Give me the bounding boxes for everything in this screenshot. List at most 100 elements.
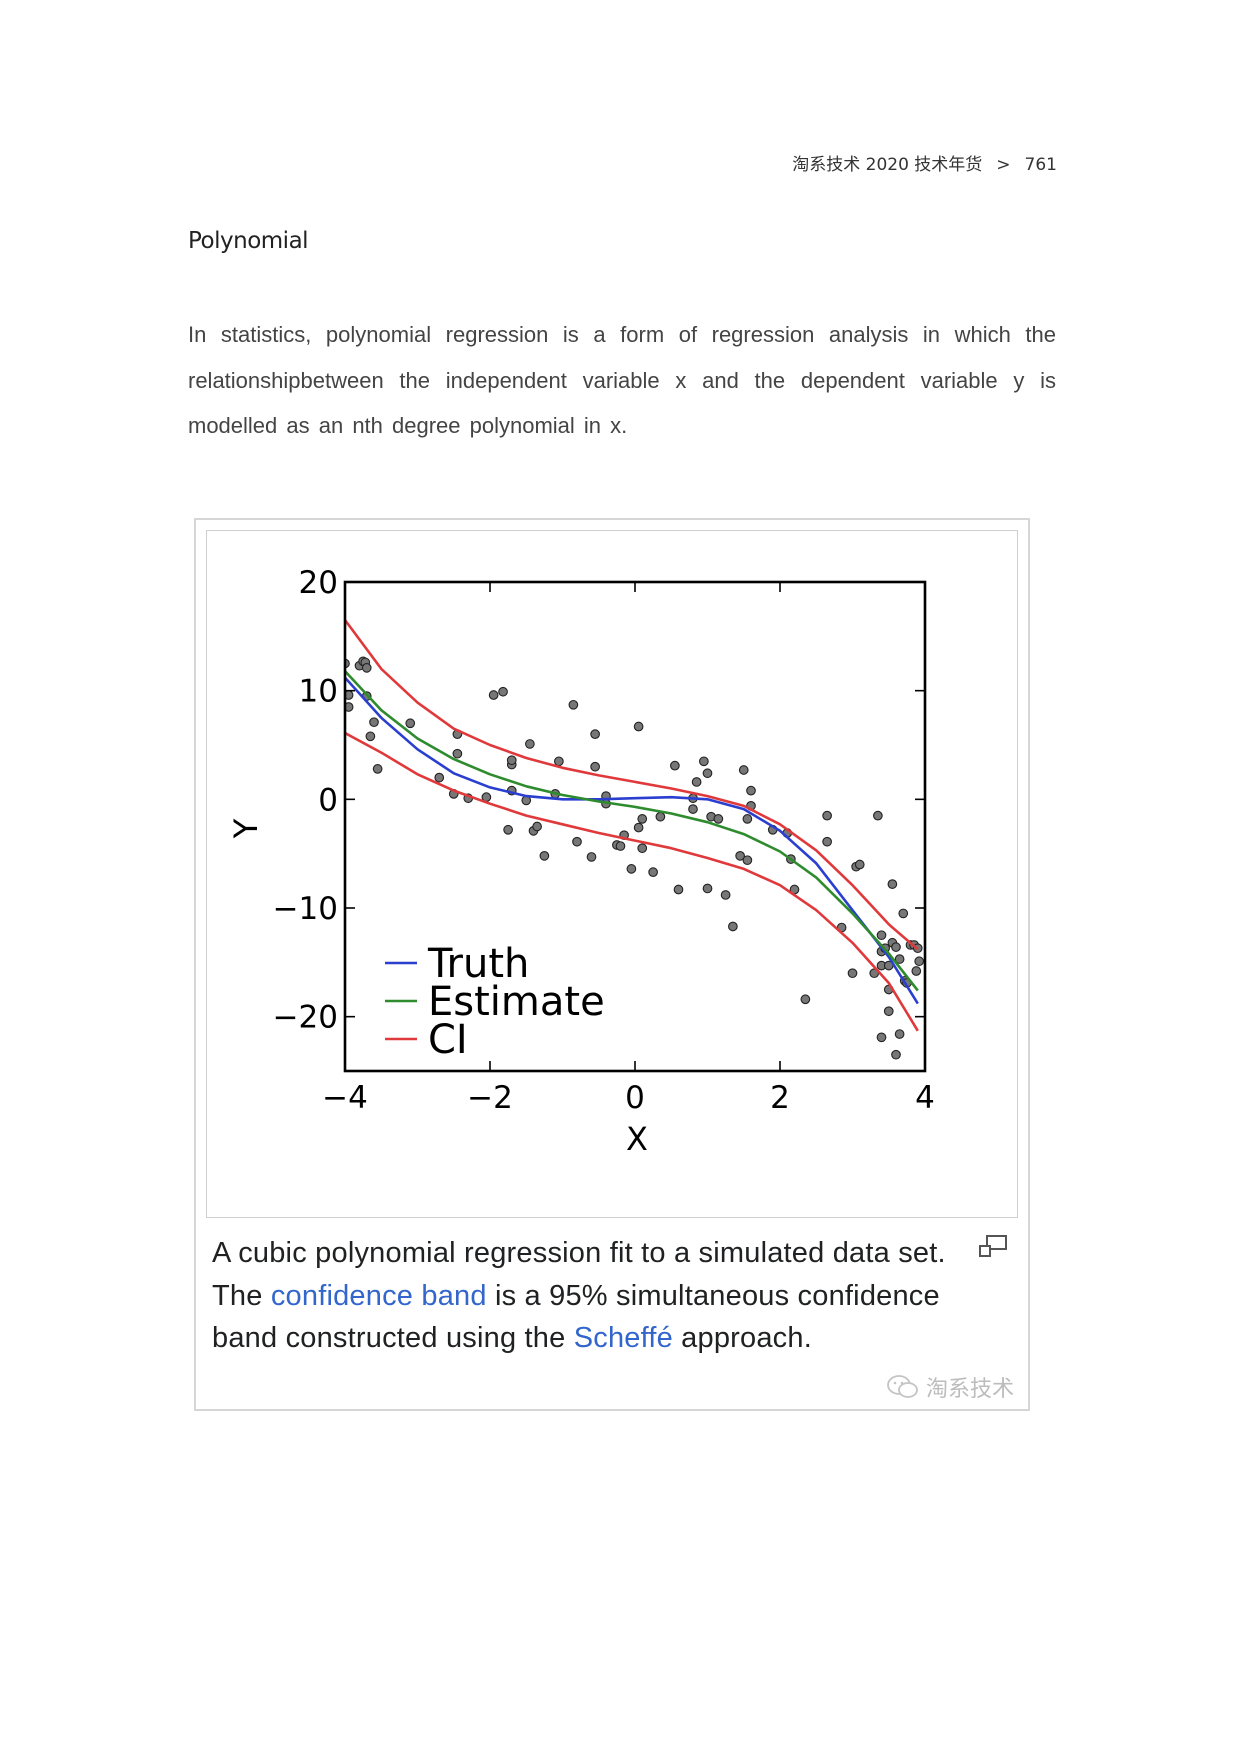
data-point — [891, 942, 901, 952]
y-tick-label: −20 — [273, 1000, 338, 1036]
data-point — [742, 814, 753, 824]
data-point — [633, 822, 644, 833]
caption-text-1: A cubic polynomial regression fit to a s… — [212, 1237, 946, 1312]
series-line-truth — [345, 676, 919, 1005]
data-point — [539, 850, 550, 861]
x-tick-label: −2 — [467, 1080, 513, 1116]
x-tick-label: 0 — [625, 1080, 645, 1116]
confidence-band-link[interactable]: confidence band — [270, 1279, 487, 1312]
data-point — [586, 852, 597, 862]
x-tick-label: 4 — [915, 1080, 935, 1116]
scheffe-link[interactable]: Scheffé — [573, 1322, 673, 1354]
data-point — [894, 1029, 905, 1039]
x-tick-label: 2 — [770, 1080, 790, 1116]
book-title: 淘系技术 2020 技术年货 — [792, 155, 983, 175]
page-number: 761 — [1024, 155, 1057, 175]
data-point — [590, 761, 600, 772]
data-point — [488, 690, 499, 700]
data-point — [532, 821, 542, 832]
data-point — [498, 686, 508, 697]
data-point — [372, 764, 383, 774]
enlarge-icon[interactable] — [978, 1234, 1008, 1260]
data-point — [854, 859, 865, 870]
series-line-ci — [345, 731, 919, 1032]
data-point — [655, 811, 666, 822]
figure: −4 −2 0 2 4 20 10 0 −10 −20 X Y Truth Estimate CI A cu… — [194, 518, 1030, 1411]
data-point — [688, 804, 698, 814]
data-point — [673, 884, 684, 895]
data-point — [876, 1032, 887, 1043]
data-point — [691, 777, 702, 787]
data-point — [822, 810, 832, 821]
wechat-icon — [887, 1375, 918, 1398]
data-point — [873, 810, 883, 821]
data-point — [568, 699, 579, 710]
fit-lines — [345, 619, 919, 1032]
data-point — [742, 855, 753, 866]
data-point — [554, 756, 564, 767]
data-point — [746, 785, 756, 796]
y-tick-label: −10 — [273, 891, 338, 927]
data-point — [728, 921, 738, 932]
watermark: 淘系技术 — [886, 1371, 1014, 1403]
data-point — [894, 954, 905, 964]
data-point — [735, 850, 745, 861]
caption-text-2: is a 95% simultaneous confidence band co… — [212, 1279, 940, 1355]
data-point — [738, 765, 749, 775]
data-point — [626, 864, 637, 874]
figure-caption: A cubic polynomial regression fit to a s… — [212, 1232, 987, 1360]
y-axis-label: Y — [227, 818, 265, 839]
legend-label-estimate: Estimate — [428, 979, 605, 1025]
data-point — [345, 702, 354, 712]
data-point — [361, 662, 372, 673]
y-tick-label: 20 — [299, 565, 338, 601]
running-header: 淘系技术 2020 技术年货 >761 — [792, 150, 1057, 175]
data-point — [800, 994, 811, 1005]
data-point — [887, 879, 898, 889]
data-point — [670, 760, 680, 771]
y-tick-label: 10 — [299, 674, 338, 710]
header-separator: > — [996, 155, 1011, 175]
data-point — [876, 930, 887, 941]
data-point — [365, 731, 376, 742]
section-title: Polynomial — [188, 228, 309, 254]
data-point — [633, 721, 644, 732]
data-point — [648, 867, 658, 877]
data-point — [434, 772, 445, 783]
data-point — [720, 890, 731, 900]
data-point — [713, 814, 724, 824]
x-tick-label: −4 — [322, 1080, 368, 1116]
data-point — [702, 768, 713, 779]
series-line-ci — [345, 619, 919, 951]
data-point — [590, 729, 600, 739]
data-point — [883, 1006, 894, 1017]
data-point — [699, 756, 709, 767]
legend-label-truth: Truth — [427, 941, 529, 987]
watermark-text: 淘系技术 — [925, 1377, 1014, 1402]
data-point — [637, 843, 648, 854]
caption-text-3: approach. — [672, 1322, 812, 1354]
data-point — [503, 824, 513, 835]
figure-image[interactable]: −4 −2 0 2 4 20 10 0 −10 −20 X Y Truth Estimate CI — [206, 530, 1018, 1218]
data-point — [898, 908, 909, 919]
data-point — [572, 836, 582, 847]
data-point — [369, 717, 379, 728]
data-point — [506, 755, 517, 766]
data-point — [822, 836, 832, 847]
data-point — [637, 814, 648, 824]
data-point — [847, 968, 858, 979]
data-point — [914, 956, 925, 967]
data-point — [891, 1049, 901, 1060]
x-axis-label: X — [626, 1120, 648, 1158]
data-point — [525, 739, 535, 749]
data-point — [615, 841, 626, 851]
data-point — [911, 966, 922, 976]
data-point — [702, 883, 713, 894]
body-paragraph: In statistics, polynomial regression is … — [188, 322, 1056, 438]
series-line-estimate — [345, 670, 919, 992]
legend-label-ci: CI — [428, 1017, 468, 1063]
data-point — [452, 748, 463, 759]
y-tick-label: 0 — [318, 782, 338, 818]
data-point — [405, 718, 416, 729]
